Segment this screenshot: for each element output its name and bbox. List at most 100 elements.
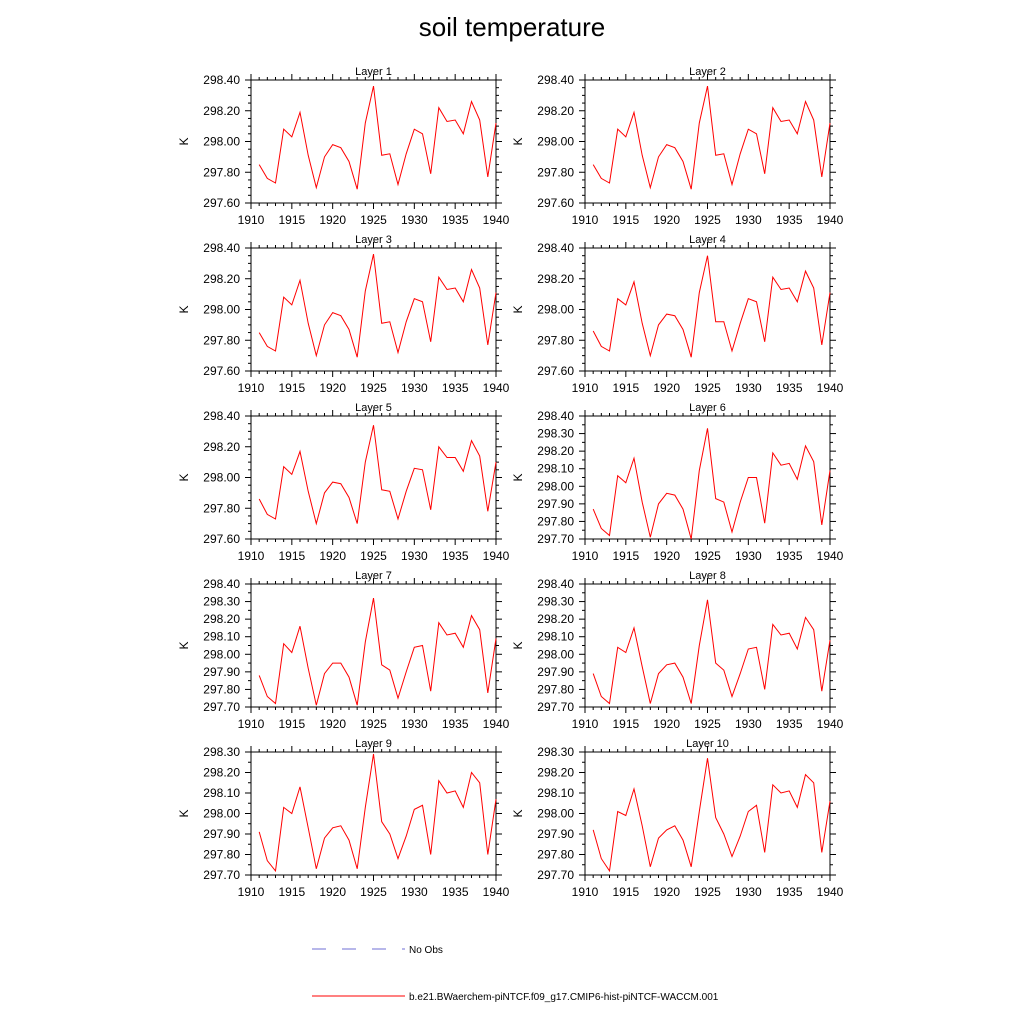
panel-2: Layer 2 297.60 297.80 298.00 298.20 298.40 191… [511,66,844,227]
y-tick-label: 297.80 [203,333,240,347]
y-tick-label: 298.40 [537,409,574,423]
y-tick-label: 297.90 [203,665,240,679]
y-tick-label: 297.60 [203,196,240,210]
x-tick-label: 1930 [735,549,762,563]
x-tick-label: 1935 [776,549,803,563]
y-tick-label: 297.70 [537,868,574,882]
x-tick-label: 1925 [360,381,387,395]
x-tick-label: 1915 [278,717,305,731]
y-tick-label: 298.00 [537,807,574,821]
x-tick-label: 1920 [319,549,346,563]
y-tick-label: 298.20 [537,612,574,626]
y-axis-label: K [177,473,191,481]
x-tick-label: 1940 [817,549,844,563]
panel-10: Layer 10 297.70 297.80 297.90 298.00 298.10 29… [511,738,844,899]
y-tick-label: 297.90 [537,665,574,679]
y-tick-label: 298.00 [537,135,574,149]
y-tick-label: 297.80 [537,333,574,347]
plot-frame [584,79,831,204]
x-tick-label: 1935 [776,885,803,899]
x-tick-label: 1915 [612,717,639,731]
x-tick-label: 1940 [817,213,844,227]
y-axis-label: K [177,305,191,313]
panel-7: Layer 7 297.70 297.80 297.90 298.00 298.10 298… [177,570,510,731]
y-tick-label: 297.70 [203,868,240,882]
y-tick-label: 298.40 [203,577,240,591]
x-tick-label: 1910 [572,549,599,563]
x-tick-label: 1920 [319,717,346,731]
x-tick-label: 1925 [694,885,721,899]
y-axis-label: K [177,641,191,649]
y-axis-label: K [177,137,191,145]
y-tick-label: 297.80 [537,514,574,528]
x-tick-label: 1935 [776,213,803,227]
panel-9: Layer 9 297.70 297.80 297.90 298.00 298.10 298… [177,738,510,899]
x-tick-label: 1925 [694,381,721,395]
legend: No Obs b.e21.BWaerchem-piNTCF.f09_g17.CMI… [312,945,719,1003]
x-tick-label: 1920 [319,381,346,395]
panel-title: Layer 5 [355,402,392,414]
plot-frame [250,247,497,372]
x-tick-label: 1915 [278,885,305,899]
y-tick-label: 298.40 [203,73,240,87]
y-tick-label: 297.60 [203,532,240,546]
x-tick-label: 1910 [238,717,265,731]
y-tick-label: 298.00 [537,647,574,661]
x-tick-label: 1920 [653,885,680,899]
y-tick-label: 297.60 [537,364,574,378]
y-tick-label: 298.20 [537,766,574,780]
x-tick-label: 1915 [612,885,639,899]
x-tick-label: 1925 [694,717,721,731]
x-tick-label: 1910 [572,885,599,899]
x-tick-label: 1925 [360,549,387,563]
panel-8: Layer 8 297.70 297.80 297.90 298.00 298.10 298… [511,570,844,731]
y-tick-label: 298.00 [537,303,574,317]
y-axis-label: K [511,137,525,145]
y-tick-label: 297.80 [203,682,240,696]
y-tick-label: 298.30 [203,745,240,759]
x-tick-label: 1920 [319,885,346,899]
y-tick-label: 298.40 [203,409,240,423]
x-tick-label: 1940 [483,717,510,731]
x-tick-label: 1930 [401,717,428,731]
panel-title: Layer 2 [689,66,726,78]
x-tick-label: 1940 [483,549,510,563]
plot-frame [250,583,497,708]
panel-3: Layer 3 297.60 297.80 298.00 298.20 298.40 191… [177,234,510,395]
y-axis-label: K [511,473,525,481]
x-tick-label: 1940 [817,381,844,395]
legend-obs-label: No Obs [409,945,443,956]
panel-5: Layer 5 297.60 297.80 298.00 298.20 298.40 191… [177,402,510,563]
y-tick-label: 298.40 [537,73,574,87]
y-tick-label: 298.20 [203,440,240,454]
y-axis-label: K [177,809,191,817]
y-tick-label: 298.30 [537,595,574,609]
y-tick-label: 298.10 [203,786,240,800]
panel-title: Layer 4 [689,234,726,246]
panel-title: Layer 8 [689,570,726,582]
y-tick-label: 297.70 [537,532,574,546]
y-tick-label: 298.20 [203,104,240,118]
x-tick-label: 1935 [442,717,469,731]
y-tick-label: 298.30 [537,745,574,759]
series-line [258,425,497,526]
series-line [258,753,497,873]
y-tick-label: 297.80 [537,848,574,862]
x-tick-label: 1915 [278,549,305,563]
panel-title: Layer 3 [355,234,392,246]
panel-title: Layer 9 [355,738,392,750]
x-tick-label: 1930 [401,885,428,899]
y-tick-label: 298.40 [203,241,240,255]
x-tick-label: 1940 [483,885,510,899]
x-tick-label: 1930 [735,213,762,227]
x-tick-label: 1925 [360,213,387,227]
y-tick-label: 298.20 [537,444,574,458]
x-tick-label: 1930 [735,885,762,899]
x-tick-label: 1910 [572,381,599,395]
x-tick-label: 1940 [817,885,844,899]
y-tick-label: 297.80 [537,165,574,179]
y-tick-label: 298.00 [203,807,240,821]
series-line [592,599,831,705]
